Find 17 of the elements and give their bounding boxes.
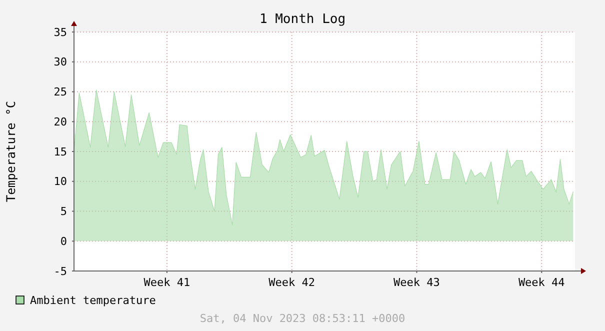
chart-title: 1 Month Log [259,12,346,27]
y-tick-label: 5 [60,205,67,218]
y-tick-label: 20 [54,115,67,128]
y-tick-label: 0 [60,234,67,248]
y-axis-title: Temperature °C [4,100,18,202]
x-tick-label: Week 42 [268,276,316,289]
y-tick-label: 15 [54,145,67,158]
y-tick-label: 25 [54,86,67,99]
x-tick-label: Week 43 [394,276,440,289]
text: Sat, 04 Nov 2023 08:53:11 +0000 [200,312,406,325]
y-tick-label: 10 [54,175,67,188]
y-tick-label: -5 [54,264,67,278]
y-tick-label: 30 [54,56,67,69]
x-tick-label: Week 44 [518,276,566,289]
x-tick-label: Week 41 [144,276,190,289]
y-tick-label: 35 [54,26,67,39]
legend-label: Ambient temperature [30,294,156,307]
